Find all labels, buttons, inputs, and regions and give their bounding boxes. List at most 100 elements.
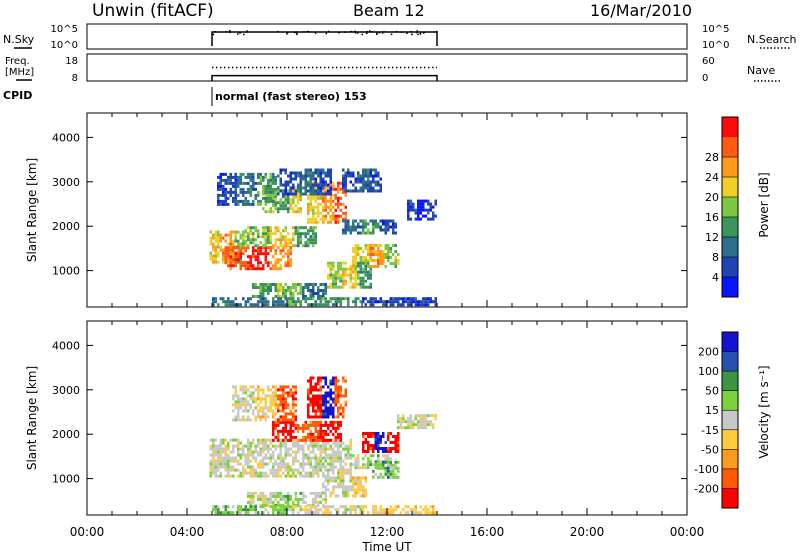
range-gate-cell [274,406,277,410]
time-tick-label: 12:00 [370,525,405,539]
range-gate-cell [329,270,332,274]
range-gate-cell [289,295,292,298]
range-gate-cell [339,208,342,212]
range-gate-cell [327,474,330,478]
range-gate-cell [272,505,275,509]
range-gate-cell [262,391,265,395]
range-gate-cell [242,508,245,512]
range-gate-cell [244,418,247,422]
range-gate-cell [312,241,315,245]
range-gate-cell [397,469,400,473]
range-gate-cell [282,183,285,187]
range-gate-cell [232,397,235,401]
range-gate-cell [342,471,345,475]
range-gate-cell [382,253,385,256]
range-gate-cell [239,447,242,451]
range-gate-cell [297,189,300,193]
range-gate-cell [289,505,292,509]
range-gate-cell [344,471,347,475]
range-gate-cell [239,199,242,203]
range-gate-cell [354,282,357,286]
range-gate-cell [377,460,380,464]
range-gate-cell [339,465,342,469]
range-gate-cell [369,256,372,259]
range-gate-cell [357,485,360,489]
range-gate-cell [299,465,302,469]
range-gate-cell [267,199,270,203]
range-gate-cell [322,190,325,194]
range-gate-cell [227,297,230,301]
range-gate-cell [307,297,310,301]
range-gate-cell [252,249,255,253]
range-gate-cell [422,420,425,424]
range-gate-cell [317,511,320,515]
range-gate-cell [254,468,257,472]
range-gate-cell [217,181,220,185]
range-gate-cell [242,233,245,237]
range-gate-cell [267,385,270,389]
freq-left-tick-bottom: 8 [72,73,78,84]
range-gate-cell [317,415,320,419]
range-gate-cell [212,297,215,301]
range-gate-cell [264,255,267,259]
range-gate-cell [307,205,310,209]
range-gate-cell [224,438,227,442]
range-gate-cell [322,441,325,445]
range-gate-cell [284,226,287,230]
range-gate-cell [262,494,265,498]
range-gate-cell [344,297,347,301]
range-gate-cell [284,189,287,193]
range-gate-cell [324,406,327,410]
range-gate-cell [369,168,372,172]
range-gate-cell [334,450,337,454]
range-gate-cell [252,202,255,206]
noise-sample-point [212,33,215,36]
range-gate-cell [322,497,325,501]
range-gate-cell [284,207,287,211]
range-gate-cell [339,385,342,389]
freq-left-tick-top: 18 [65,56,78,67]
range-gate-cell [312,447,315,451]
range-gate-cell [284,403,287,407]
range-gate-cell [239,255,242,259]
range-gate-cell [217,230,220,234]
range-gate-cell [267,500,270,504]
range-gate-cell [219,471,222,475]
range-gate-cell [259,246,262,250]
range-gate-cell [387,244,390,247]
range-gate-cell [252,235,255,239]
range-gate-cell [244,199,247,203]
range-gate-cell [314,468,317,472]
range-gate-cell [329,261,332,265]
range-gate-cell [232,249,235,253]
range-gate-cell [389,247,392,250]
range-gate-cell [324,174,327,178]
range-gate-cell [377,444,380,447]
range-gate-cell [277,465,280,469]
range-gate-cell [269,178,272,182]
range-gate-cell [379,183,382,187]
range-gate-cell [314,189,317,193]
range-gate-cell [272,283,275,286]
range-gate-cell [229,187,232,191]
range-gate-cell [332,426,335,430]
range-gate-cell [304,474,307,478]
range-gate-cell [327,476,330,480]
range-gate-cell [264,241,267,245]
range-gate-cell [264,497,267,501]
range-gate-cell [254,295,257,298]
colorbar-tick-label: 28 [705,151,719,164]
range-gate-cell [209,444,212,448]
range-gate-cell [302,426,305,430]
range-gate-cell [347,225,350,229]
range-gate-cell [352,488,355,492]
range-gate-cell [232,409,235,413]
range-gate-cell [277,508,280,512]
range-gate-cell [292,295,295,298]
noise-sample-point [354,32,357,34]
range-gate-cell [344,273,347,277]
range-gate-cell [382,447,385,450]
range-gate-cell [259,181,262,185]
range-gate-cell [322,292,325,295]
range-gate-cell [232,175,235,179]
